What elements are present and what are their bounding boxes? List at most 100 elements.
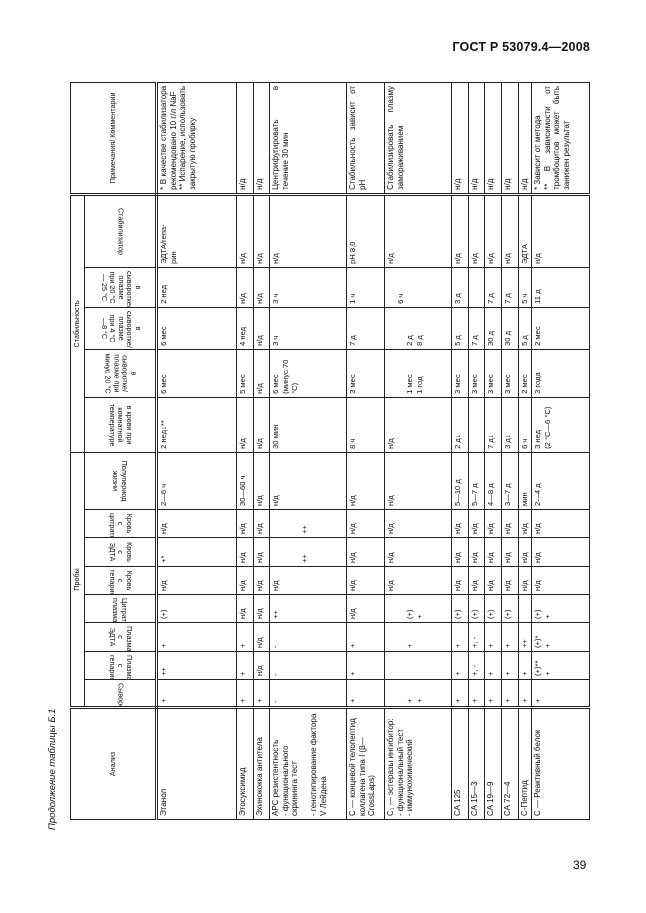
value-cell: н/д: [531, 537, 590, 567]
value-cell: н/д: [346, 594, 385, 623]
header-group-stability: Стабильность: [70, 194, 85, 453]
value-cell: н/д: [531, 509, 590, 538]
value-cell: 11 д: [531, 267, 590, 308]
value-cell: 6 ч: [518, 397, 532, 453]
value-cell: н/д: [468, 537, 485, 567]
value-cell: (+): [468, 594, 485, 623]
value-cell: + +: [384, 679, 452, 708]
analyte-cell: Эхинококка антитела: [253, 707, 270, 820]
header-sub-label: Цитратная плазма: [112, 598, 130, 623]
value-cell: н/д: [468, 194, 485, 268]
value-cell: +*: [156, 537, 237, 567]
header-sub-label: Кровь с ЭДТА: [107, 542, 134, 562]
value-cell: 3 д: [451, 267, 469, 308]
header-sub-label: Стабилизатор: [116, 207, 126, 255]
table-container: Анализ Пробы Стабильность Примечания/ Ко…: [70, 82, 590, 820]
value-cell: 7 д↓: [484, 397, 502, 453]
value-cell: н/д: [346, 537, 385, 567]
value-cell: (+) +: [384, 594, 452, 623]
value-cell: н/д: [253, 349, 270, 398]
table-row: Эхинококка антитела + н/д н/д н/д н/д н/д н/д н/…: [253, 82, 270, 820]
header-sub-column: Кровь с цитратом: [84, 509, 157, 538]
value-cell: 5 мес: [236, 349, 254, 398]
value-cell: 5 д: [518, 307, 532, 350]
header-sub-label: в сыворотке/ плазме при минус 20 °C: [103, 353, 139, 394]
value-cell: 1 ч: [346, 267, 385, 308]
header-sub-column: Сыворотка: [84, 679, 157, 708]
header-sub-column: Стабилизатор: [84, 194, 157, 268]
value-cell: 3 д↓: [501, 397, 519, 453]
value-cell: 3 ч: [269, 267, 347, 308]
value-cell: н/д: [253, 509, 270, 538]
value-cell: +: [236, 651, 254, 680]
value-cell: н/д: [518, 509, 532, 538]
analyte-cell: АРС резистентность - функционального скр…: [269, 707, 347, 820]
value-cell: -: [269, 651, 347, 680]
header-analyte: Анализ: [70, 707, 157, 820]
notes-cell: н/д: [484, 82, 502, 195]
value-cell: (+): [156, 594, 237, 623]
value-cell: ++: [518, 622, 532, 652]
value-cell: 3 мес: [451, 349, 469, 398]
value-cell: 3 мес: [501, 349, 519, 398]
value-cell: н/д: [501, 509, 519, 538]
value-cell: +: [451, 679, 469, 708]
value-cell: 8 ч: [346, 397, 385, 453]
analyte-cell: Этанол: [156, 707, 237, 820]
value-cell: [384, 651, 452, 680]
header-sub-label: Кровь с гепарином: [107, 570, 134, 595]
value-cell: +: [451, 651, 469, 680]
header-sub-column: Кровь с ЭДТА: [84, 537, 157, 567]
header-sub-column: Цитратная плазма: [84, 594, 157, 623]
value-cell: 5—7 д: [468, 452, 485, 510]
header-sub-column: Кровь с гепарином: [84, 566, 157, 595]
value-cell: н/д: [236, 509, 254, 538]
notes-cell: н/д: [518, 82, 532, 195]
value-cell: ++: [269, 509, 347, 538]
value-cell: +: [236, 679, 254, 708]
value-cell: н/д: [484, 566, 502, 595]
analyte-cell: СА 125: [451, 707, 469, 820]
value-cell: 30—60 ч: [236, 452, 254, 510]
value-cell: н/д: [531, 194, 590, 268]
value-cell: +: [236, 622, 254, 652]
header-sub-label: Полупериод жизни: [112, 460, 130, 502]
value-cell: н/д: [269, 194, 347, 268]
notes-cell: н/д: [253, 82, 270, 195]
value-cell: н/д: [451, 194, 469, 268]
value-cell: н/д: [253, 397, 270, 453]
value-cell: 1 мес 1 год: [384, 349, 452, 398]
value-cell: н/д: [484, 509, 502, 538]
value-cell: н/д: [253, 651, 270, 680]
notes-cell: Стабильность зависит от pH: [346, 82, 385, 195]
header-sub-label: в сыворотке/ плазме при 20 °C — 25 °C: [99, 270, 143, 308]
value-cell: 6 ч: [384, 267, 452, 308]
header-sub-column: в крови при комнатной температуре: [84, 397, 157, 453]
value-cell: 2 мес: [531, 307, 590, 350]
analyte-cell: СА 15—3: [468, 707, 485, 820]
notes-cell: н/д: [236, 82, 254, 195]
value-cell: н/д: [531, 566, 590, 595]
header-sub-column: Плазма с ЭДТА: [84, 622, 157, 652]
value-cell: (+): [501, 594, 519, 623]
notes-cell: н/д: [451, 82, 469, 195]
table-row: Этосуксимид + + + н/д н/д н/д н/д 30—60 ч н/д 5 ме…: [236, 82, 254, 820]
value-cell: н/д: [253, 594, 270, 623]
value-cell: +: [484, 622, 502, 652]
notes-cell: Центрифугировать в течение 30 мин: [269, 82, 347, 195]
analyte-stability-table: Анализ Пробы Стабильность Примечания/ Ко…: [70, 82, 590, 820]
value-cell: 2 мес: [518, 349, 532, 398]
value-cell: 5—10 д: [451, 452, 469, 510]
table-caption: Продолжение таблицы Б.1: [47, 708, 58, 830]
value-cell: 5 ч: [518, 267, 532, 308]
value-cell: +: [468, 679, 485, 708]
header-group-samples: Пробы: [70, 452, 85, 708]
value-cell: н/д: [518, 566, 532, 595]
value-cell: 6 мес: [156, 307, 237, 350]
value-cell: (+)* +: [531, 622, 590, 652]
value-cell: н/д: [236, 566, 254, 595]
value-cell: 3 мес: [346, 349, 385, 398]
header-sub-label: Плазма с гепарином: [107, 655, 134, 680]
